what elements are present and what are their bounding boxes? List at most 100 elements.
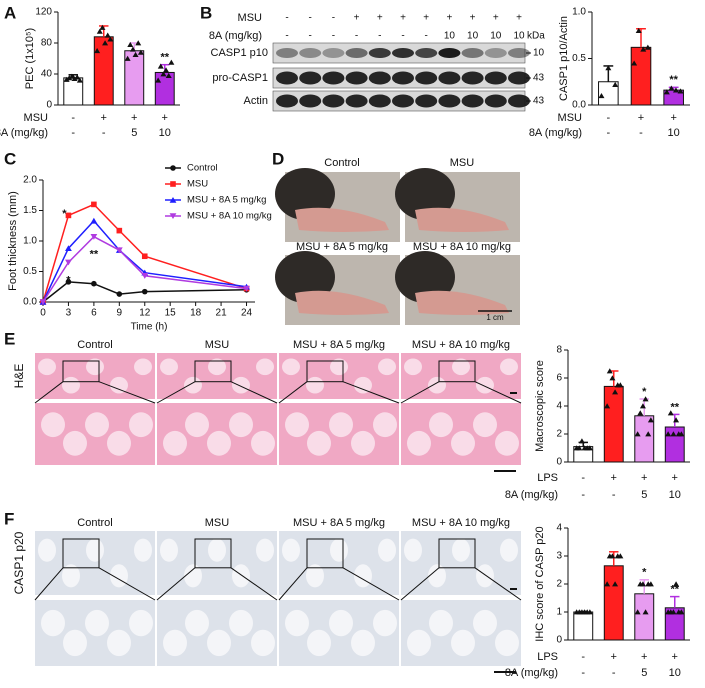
blot-band: [299, 94, 322, 108]
blot-treatment-value: -: [425, 31, 428, 42]
data-point: [74, 74, 81, 80]
treatment-value: -: [581, 667, 585, 679]
y-tick-label: 1: [556, 607, 562, 618]
data-point: [642, 609, 649, 615]
data-point: [617, 382, 624, 388]
zoom-line: [400, 567, 440, 601]
legend-marker: [170, 181, 176, 187]
y-tick-label: 6: [556, 373, 562, 384]
treatment-value: -: [606, 112, 610, 124]
x-tick-label: 21: [216, 308, 228, 319]
zoom-line: [342, 567, 400, 601]
legend-marker: [170, 165, 176, 171]
series-line: [42, 203, 247, 303]
treatment-value: 10: [668, 127, 680, 139]
data-point: [678, 609, 685, 615]
blot-band: [484, 48, 507, 58]
tissue-space: [251, 430, 275, 456]
photo-label: MSU + 8A 10 mg/kg: [413, 241, 511, 253]
y-tick-label: 1.0: [572, 7, 586, 18]
data-point: [63, 76, 70, 82]
x-tick-label: 18: [190, 308, 202, 319]
data-point: [612, 81, 619, 87]
zoom-line: [98, 567, 156, 601]
blot-band: [484, 94, 507, 108]
data-point: [39, 299, 47, 306]
blot-treatment-value: -: [309, 31, 312, 42]
data-point: [665, 431, 672, 437]
x-tick-label: 12: [139, 308, 151, 319]
data-point: [605, 65, 612, 71]
tissue-space: [428, 564, 446, 588]
blot-band: [322, 48, 345, 58]
treatment-label: 8A (mg/kg): [505, 489, 558, 501]
blot-treatment-value: -: [309, 13, 312, 24]
zoom-line: [156, 381, 196, 404]
tissue-space: [251, 629, 275, 657]
data-point: [612, 389, 619, 395]
tissue-space: [329, 412, 353, 438]
blot-treatment-value: +: [377, 13, 383, 24]
photo-label: MSU: [450, 157, 475, 169]
x-tick-label: 3: [66, 308, 72, 319]
blot-band: [438, 94, 461, 108]
data-point: [163, 67, 170, 73]
tissue-space: [476, 376, 494, 394]
y-tick-label: 0.0: [23, 297, 37, 308]
y-tick-label: 0: [556, 457, 562, 468]
tissue-space: [229, 609, 253, 637]
data-point: [68, 73, 75, 79]
zoom-line: [474, 381, 522, 404]
tissue-space: [38, 358, 56, 376]
zoom-line: [342, 381, 400, 404]
y-tick-label: 0: [46, 100, 52, 111]
data-point: [94, 48, 101, 54]
tissue-space: [85, 412, 109, 438]
tissue-space: [404, 538, 422, 562]
significance: *: [66, 274, 71, 286]
data-point: [165, 72, 172, 78]
treatment-value: -: [612, 489, 616, 501]
tissue-space: [307, 629, 331, 657]
data-point: [644, 44, 651, 50]
tissue-space: [134, 538, 152, 562]
significance: **: [90, 249, 99, 261]
data-point: [243, 285, 250, 292]
tissue-space: [473, 609, 497, 637]
data-point: [667, 410, 674, 416]
panel-letter: E: [4, 329, 15, 348]
tissue-space: [451, 430, 475, 456]
y-axis-label: CASP1 p10/Actin: [558, 16, 570, 101]
data-point: [90, 217, 98, 224]
blot-treatment-value: -: [332, 13, 335, 24]
significance: **: [670, 584, 679, 596]
blot-unit: kDa: [527, 31, 545, 42]
tissue-space: [229, 412, 253, 438]
zoom-line: [98, 381, 156, 404]
blot-band: [368, 71, 391, 85]
data-point: [639, 403, 646, 409]
image-label: MSU + 8A 10 mg/kg: [412, 517, 510, 529]
treatment-value: +: [672, 651, 678, 663]
data-point: [578, 438, 585, 444]
significance: **: [670, 401, 679, 413]
blot-treatment-label: 8A (mg/kg): [209, 30, 262, 42]
data-point: [598, 93, 605, 99]
data-point: [107, 36, 114, 42]
y-tick-label: 0.0: [572, 100, 586, 111]
blot-band: [276, 48, 298, 58]
data-point: [609, 375, 616, 381]
data-point: [586, 445, 593, 451]
legend-marker: [169, 213, 177, 220]
treatment-value: 10: [669, 667, 681, 679]
blot-band: [392, 71, 414, 85]
tissue-space: [256, 538, 274, 562]
significance: *: [642, 386, 647, 398]
data-point: [635, 27, 642, 33]
y-tick-label: 8: [556, 345, 562, 356]
tissue-space: [495, 629, 519, 657]
treatment-label: MSU: [24, 112, 49, 124]
bar: [573, 611, 594, 641]
data-point: [673, 581, 680, 587]
kda-label: 10: [533, 48, 545, 59]
